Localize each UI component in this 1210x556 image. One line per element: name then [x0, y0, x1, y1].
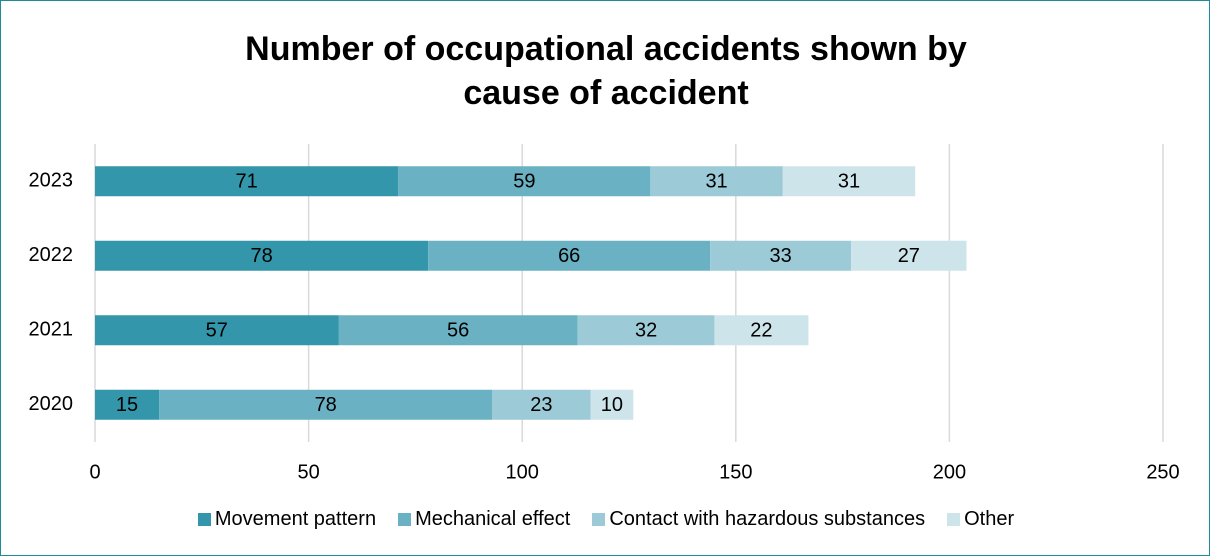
data-label: 57 — [206, 320, 228, 342]
data-label: 78 — [250, 245, 272, 267]
legend-label: Mechanical effect — [415, 508, 571, 530]
data-label: 22 — [750, 320, 772, 342]
x-tick-label: 250 — [1146, 461, 1179, 483]
legend-swatch — [947, 513, 961, 526]
legend-item: Mechanical effect — [398, 508, 570, 531]
bar-segment — [159, 389, 493, 420]
legend-item: Other — [947, 508, 1014, 531]
data-label: 33 — [770, 245, 792, 267]
bar-segment — [95, 166, 399, 197]
chart-title-box: Number of occupational accidents shown b… — [1, 27, 1209, 115]
data-label: 59 — [513, 171, 535, 193]
bar-segment — [851, 240, 967, 271]
data-label: 71 — [236, 171, 258, 193]
x-tick-label: 0 — [89, 461, 100, 483]
data-label: 27 — [898, 245, 920, 267]
bar-segment — [95, 389, 160, 420]
data-label: 10 — [601, 394, 623, 416]
x-tick-label: 50 — [297, 461, 319, 483]
legend-item: Contact with hazardous substances — [592, 508, 925, 531]
x-tick-label: 200 — [933, 461, 966, 483]
legend-label: Other — [964, 508, 1015, 530]
data-label: 23 — [530, 394, 552, 416]
data-label: 15 — [116, 394, 138, 416]
y-tick-label: 2021 — [29, 319, 74, 341]
legend-swatch — [197, 513, 211, 526]
data-label: 31 — [705, 171, 727, 193]
bar-segment — [95, 315, 339, 346]
bar-segment — [650, 166, 783, 197]
bar-segment — [577, 315, 715, 346]
legend-label: Contact with hazardous substances — [609, 508, 926, 530]
legend-swatch — [592, 513, 606, 526]
y-tick-label: 2022 — [29, 244, 74, 266]
bar-segment — [95, 240, 429, 271]
x-tick-label: 100 — [506, 461, 539, 483]
data-label: 56 — [447, 320, 469, 342]
data-label: 78 — [315, 394, 337, 416]
bar-segment — [398, 166, 651, 197]
bar-segment — [710, 240, 852, 271]
bar-segment — [338, 315, 578, 346]
legend: Movement pattern Mechanical effect Contact… — [1, 508, 1209, 531]
data-label: 66 — [558, 245, 580, 267]
bar-segment — [782, 166, 916, 197]
bar-segment — [590, 389, 634, 420]
data-label: 31 — [838, 171, 860, 193]
y-tick-label: 2023 — [29, 170, 74, 192]
data-label: 32 — [635, 320, 657, 342]
x-tick-label: 150 — [719, 461, 752, 483]
legend-swatch — [398, 513, 412, 526]
legend-item: Movement pattern — [197, 508, 377, 531]
chart-title: Number of occupational accidents shown b… — [245, 30, 967, 112]
bar-segment — [428, 240, 711, 271]
y-tick-label: 2020 — [29, 393, 74, 415]
legend-label: Movement pattern — [214, 508, 377, 530]
bar-segment — [714, 315, 809, 346]
bar-segment — [492, 389, 591, 420]
